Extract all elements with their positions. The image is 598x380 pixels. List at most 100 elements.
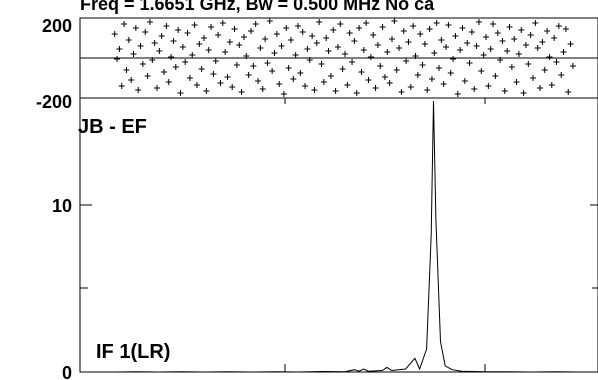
phase-point [410, 23, 417, 29]
phase-point [118, 83, 125, 89]
phase-point [149, 57, 156, 63]
phase-point [403, 58, 410, 64]
phase-point [522, 42, 529, 48]
phase-point [257, 45, 264, 51]
phase-point [513, 79, 520, 85]
phase-point [130, 51, 137, 57]
amp-tick-0: 0 [62, 363, 72, 380]
phase-point [217, 80, 224, 86]
phase-point [537, 85, 544, 91]
phase-point [264, 60, 271, 66]
phase-point [421, 41, 428, 47]
phase-point [156, 48, 163, 54]
phase-point [259, 86, 266, 92]
phase-point [560, 49, 567, 55]
amplitude-line [111, 100, 579, 373]
phase-point [146, 19, 153, 25]
phase-point [447, 70, 454, 76]
phase-point [426, 26, 433, 32]
phase-point [389, 36, 395, 42]
amplitude-panel-frame [79, 97, 598, 373]
phase-point [233, 62, 240, 68]
phase-point [511, 36, 518, 42]
phase-point [450, 56, 457, 62]
phase-point [414, 72, 421, 78]
phase-point [128, 77, 135, 83]
phase-point [386, 80, 393, 86]
phase-point [412, 53, 419, 59]
phase-point [208, 24, 215, 30]
phase-point [452, 33, 459, 39]
phase-point [163, 23, 170, 29]
phase-point [471, 86, 478, 92]
phase-point [436, 65, 442, 71]
phase-point [490, 21, 497, 27]
phase-point [287, 37, 294, 43]
phase-point [224, 74, 231, 80]
phase-point [475, 19, 482, 25]
phase-point [196, 41, 203, 47]
phase-point [316, 19, 323, 25]
phase-point [283, 25, 290, 31]
phase-point [189, 52, 196, 58]
phase-point [398, 89, 405, 95]
phase-point [271, 50, 278, 56]
phase-point [379, 24, 386, 30]
phase-point [132, 25, 139, 31]
phase-point [480, 52, 487, 58]
phase-point [295, 23, 301, 29]
phase-point [353, 90, 360, 96]
phase-tick-top: 200 [42, 16, 72, 36]
phase-point [464, 40, 471, 46]
phase-point [494, 30, 501, 36]
phase-point [358, 69, 365, 75]
phase-point [492, 73, 499, 79]
phase-point [154, 85, 160, 91]
phase-point [569, 63, 576, 69]
phase-point [461, 78, 468, 84]
amp-tick-10: 10 [52, 196, 72, 216]
phase-point [553, 59, 560, 65]
phase-point [506, 24, 513, 30]
phase-point [497, 57, 504, 63]
phase-points [111, 18, 576, 97]
phase-point [515, 51, 522, 57]
phase-point [468, 29, 475, 35]
phase-point [292, 52, 299, 58]
phase-point [212, 58, 219, 64]
phase-point [508, 64, 515, 70]
phase-point [111, 31, 118, 37]
phase-point [419, 62, 426, 68]
phase-point [365, 77, 372, 83]
phase-point [231, 26, 238, 32]
phase-point [565, 89, 572, 95]
phase-point [532, 20, 539, 26]
phase-tick-bottom: -200 [36, 92, 72, 112]
phase-point [229, 84, 236, 90]
amplitude-ticks [80, 98, 598, 373]
phase-point [351, 38, 358, 44]
phase-point [144, 73, 151, 79]
phase-point [297, 70, 304, 76]
phase-point [330, 27, 337, 33]
phase-point [266, 18, 273, 24]
phase-point [175, 27, 182, 33]
phase-point [236, 42, 243, 48]
phase-point [306, 57, 313, 63]
phase-point [114, 56, 121, 62]
phase-point [309, 33, 316, 39]
phase-point [137, 43, 144, 49]
phase-point [443, 44, 450, 50]
phase-point [374, 42, 381, 48]
baseline-label: JB - EF [78, 116, 147, 138]
phase-point [377, 63, 384, 69]
phase-point [485, 83, 492, 89]
phase-point [454, 91, 461, 97]
phase-point [186, 75, 193, 81]
phase-point [123, 67, 130, 73]
phase-point [191, 22, 198, 28]
phase-point [248, 28, 254, 34]
phase-point [332, 88, 339, 94]
phase-point [525, 61, 532, 67]
